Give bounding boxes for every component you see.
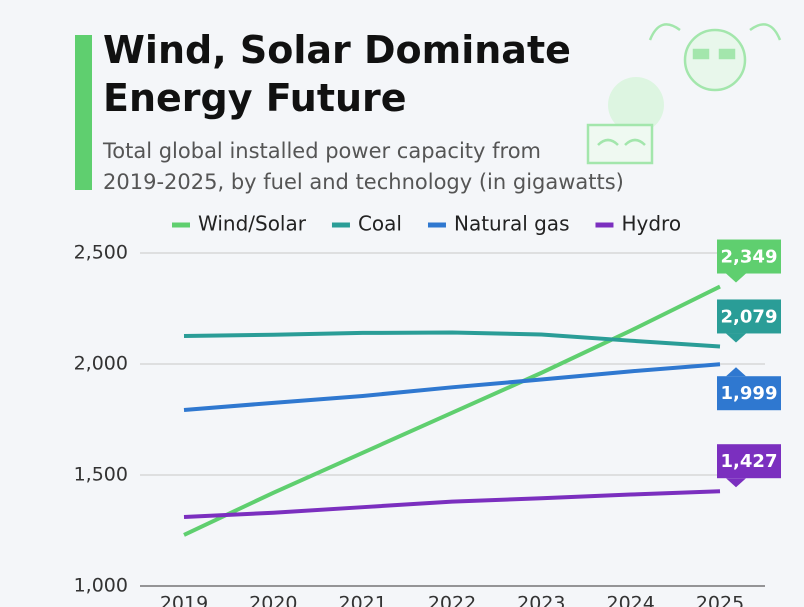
x-tick-label: 2022 xyxy=(428,593,476,607)
y-tick-label: 1,000 xyxy=(74,575,128,597)
value-label-pointer xyxy=(726,273,746,283)
value-label-box xyxy=(717,444,781,479)
x-tick-label: 2019 xyxy=(160,593,208,607)
value-label-text: 2,079 xyxy=(721,306,778,327)
value-label-text: 2,349 xyxy=(721,247,778,268)
series-line xyxy=(183,284,721,537)
value-label-pointer xyxy=(726,478,746,488)
value-label: 2,079 xyxy=(717,299,781,343)
x-tick-label: 2021 xyxy=(338,593,386,607)
value-label-box xyxy=(717,239,781,274)
chart-subtitle: Total global installed power capacity fr… xyxy=(102,139,624,194)
y-tick-label: 2,500 xyxy=(74,242,128,264)
x-tick-label: 2025 xyxy=(696,593,744,607)
value-label-box xyxy=(717,299,781,334)
illustration xyxy=(586,23,782,165)
series-line xyxy=(183,489,721,519)
chart-title: Wind, Solar Dominate Energy Future xyxy=(103,28,571,120)
value-label-text: 1,427 xyxy=(721,451,778,472)
series-line xyxy=(183,362,721,412)
y-tick-label: 1,500 xyxy=(74,464,128,486)
value-label: 1,999 xyxy=(717,367,781,411)
value-label-pointer xyxy=(726,333,746,343)
legend-label: Coal xyxy=(358,212,402,236)
value-label: 2,349 xyxy=(717,239,781,283)
value-label-box xyxy=(717,376,781,411)
series-line xyxy=(183,330,721,349)
value-label-pointer xyxy=(726,367,746,377)
accent-bar xyxy=(75,35,92,190)
value-label: 1,427 xyxy=(717,444,781,488)
legend-label: Hydro xyxy=(621,212,681,236)
legend-label: Wind/Solar xyxy=(198,212,307,236)
legend-label: Natural gas xyxy=(454,212,570,236)
x-tick-label: 2024 xyxy=(606,593,654,607)
y-tick-label: 2,000 xyxy=(74,353,128,375)
value-label-text: 1,999 xyxy=(721,383,778,404)
x-tick-label: 2023 xyxy=(517,593,565,607)
x-tick-label: 2020 xyxy=(249,593,297,607)
